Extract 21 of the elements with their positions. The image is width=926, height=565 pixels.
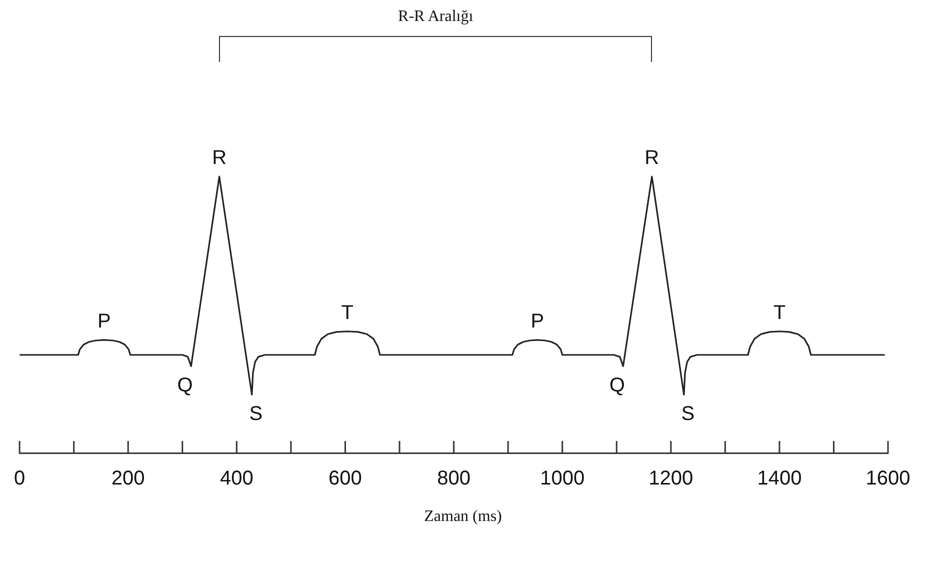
- x-tick-label: 600: [328, 468, 362, 490]
- x-axis-title: Zaman (ms): [423, 508, 503, 526]
- x-tick-label: 800: [437, 468, 470, 490]
- x-tick-label: 400: [220, 468, 254, 490]
- annotation: Q: [177, 374, 193, 397]
- annotation: T: [341, 302, 354, 324]
- annotation: P: [530, 310, 544, 332]
- x-tick-label: 1600: [866, 468, 910, 490]
- annotation: S: [681, 403, 695, 426]
- annotation: Q: [609, 374, 625, 397]
- annotation: R: [644, 147, 660, 170]
- x-tick-label: 0: [14, 468, 26, 490]
- annotation: S: [249, 403, 263, 426]
- annotation: R: [212, 147, 227, 170]
- annotation: P: [98, 310, 111, 332]
- x-tick-label: 1400: [757, 468, 802, 490]
- x-tick-label: 1200: [648, 468, 694, 490]
- x-tick-label: 1000: [540, 468, 585, 490]
- x-tick-label: 200: [111, 468, 145, 490]
- text: R-R Aralığı: [398, 8, 474, 26]
- annotation: T: [773, 302, 786, 324]
